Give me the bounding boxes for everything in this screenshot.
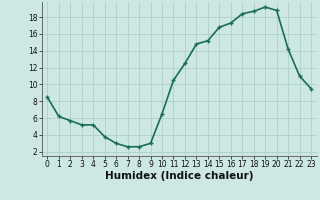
X-axis label: Humidex (Indice chaleur): Humidex (Indice chaleur) (105, 171, 253, 181)
